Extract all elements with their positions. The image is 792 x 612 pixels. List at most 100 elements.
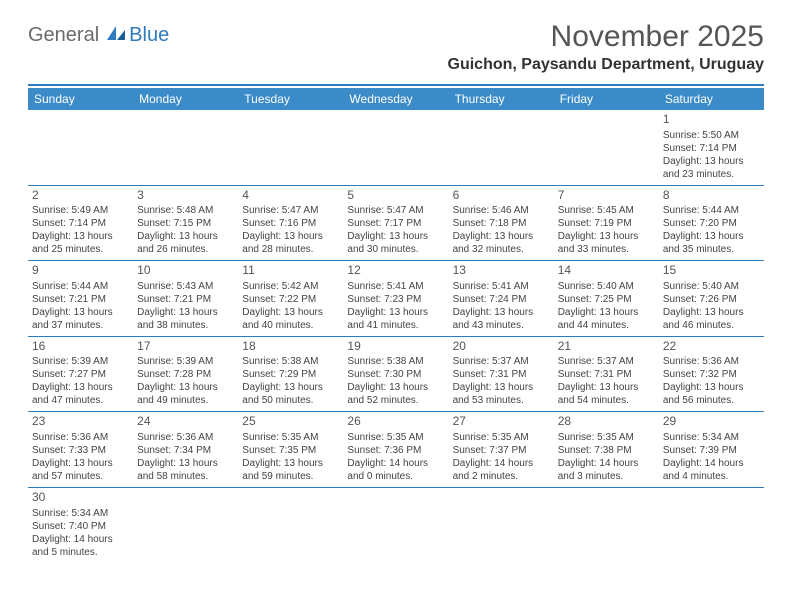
calendar-row: 1Sunrise: 5:50 AMSunset: 7:14 PMDaylight…	[28, 110, 764, 185]
day-detail: Sunrise: 5:35 AM	[558, 431, 655, 444]
divider	[28, 84, 764, 86]
day-detail: and 35 minutes.	[663, 243, 760, 256]
day-detail: Sunset: 7:38 PM	[558, 444, 655, 457]
calendar-cell: 2Sunrise: 5:49 AMSunset: 7:14 PMDaylight…	[28, 185, 133, 261]
calendar-cell: 7Sunrise: 5:45 AMSunset: 7:19 PMDaylight…	[554, 185, 659, 261]
day-number: 3	[137, 188, 234, 204]
day-number: 2	[32, 188, 129, 204]
day-detail: Daylight: 13 hours	[137, 306, 234, 319]
day-detail: Sunrise: 5:43 AM	[137, 280, 234, 293]
day-detail: Sunrise: 5:46 AM	[453, 204, 550, 217]
day-detail: Sunset: 7:21 PM	[32, 293, 129, 306]
calendar-cell	[554, 487, 659, 562]
day-detail: Daylight: 13 hours	[453, 306, 550, 319]
calendar-cell: 1Sunrise: 5:50 AMSunset: 7:14 PMDaylight…	[659, 110, 764, 185]
day-detail: and 33 minutes.	[558, 243, 655, 256]
day-detail: and 50 minutes.	[242, 394, 339, 407]
calendar-cell	[554, 110, 659, 185]
calendar-cell: 17Sunrise: 5:39 AMSunset: 7:28 PMDayligh…	[133, 336, 238, 412]
day-number: 8	[663, 188, 760, 204]
calendar-cell: 16Sunrise: 5:39 AMSunset: 7:27 PMDayligh…	[28, 336, 133, 412]
calendar-cell: 4Sunrise: 5:47 AMSunset: 7:16 PMDaylight…	[238, 185, 343, 261]
day-detail: Sunset: 7:26 PM	[663, 293, 760, 306]
day-detail: Sunset: 7:32 PM	[663, 368, 760, 381]
day-detail: Daylight: 13 hours	[558, 230, 655, 243]
calendar-row: 2Sunrise: 5:49 AMSunset: 7:14 PMDaylight…	[28, 185, 764, 261]
day-detail: Sunset: 7:17 PM	[347, 217, 444, 230]
calendar-cell: 23Sunrise: 5:36 AMSunset: 7:33 PMDayligh…	[28, 412, 133, 488]
calendar-cell: 20Sunrise: 5:37 AMSunset: 7:31 PMDayligh…	[449, 336, 554, 412]
day-detail: Sunset: 7:34 PM	[137, 444, 234, 457]
day-detail: Sunrise: 5:39 AM	[32, 355, 129, 368]
logo: General Blue	[28, 20, 169, 47]
day-number: 29	[663, 414, 760, 430]
day-detail: Sunset: 7:29 PM	[242, 368, 339, 381]
day-detail: Sunrise: 5:41 AM	[453, 280, 550, 293]
day-detail: Daylight: 13 hours	[453, 230, 550, 243]
day-number: 19	[347, 339, 444, 355]
day-detail: Sunset: 7:30 PM	[347, 368, 444, 381]
calendar-cell: 27Sunrise: 5:35 AMSunset: 7:37 PMDayligh…	[449, 412, 554, 488]
calendar-cell: 18Sunrise: 5:38 AMSunset: 7:29 PMDayligh…	[238, 336, 343, 412]
day-detail: Daylight: 13 hours	[137, 457, 234, 470]
day-detail: Sunset: 7:28 PM	[137, 368, 234, 381]
day-number: 1	[663, 112, 760, 128]
day-number: 11	[242, 263, 339, 279]
day-detail: Daylight: 13 hours	[32, 306, 129, 319]
day-detail: Sunrise: 5:44 AM	[663, 204, 760, 217]
calendar-cell	[28, 110, 133, 185]
day-detail: and 52 minutes.	[347, 394, 444, 407]
calendar-cell: 21Sunrise: 5:37 AMSunset: 7:31 PMDayligh…	[554, 336, 659, 412]
header: General Blue November 2025 Guichon, Pays…	[28, 20, 764, 78]
logo-text-blue: Blue	[129, 24, 169, 47]
calendar-cell: 11Sunrise: 5:42 AMSunset: 7:22 PMDayligh…	[238, 261, 343, 337]
day-detail: Sunrise: 5:38 AM	[242, 355, 339, 368]
day-header: Thursday	[449, 88, 554, 110]
day-detail: Daylight: 13 hours	[32, 457, 129, 470]
day-detail: and 56 minutes.	[663, 394, 760, 407]
day-detail: Daylight: 14 hours	[347, 457, 444, 470]
calendar-row: 23Sunrise: 5:36 AMSunset: 7:33 PMDayligh…	[28, 412, 764, 488]
day-detail: Sunrise: 5:44 AM	[32, 280, 129, 293]
day-detail: and 28 minutes.	[242, 243, 339, 256]
day-number: 9	[32, 263, 129, 279]
day-detail: Sunrise: 5:39 AM	[137, 355, 234, 368]
day-detail: Sunrise: 5:35 AM	[242, 431, 339, 444]
day-detail: Daylight: 13 hours	[453, 381, 550, 394]
day-number: 21	[558, 339, 655, 355]
day-header-row: Sunday Monday Tuesday Wednesday Thursday…	[28, 88, 764, 110]
day-detail: Sunrise: 5:36 AM	[32, 431, 129, 444]
day-number: 12	[347, 263, 444, 279]
day-detail: and 38 minutes.	[137, 319, 234, 332]
sail-icon	[105, 24, 127, 47]
day-header: Wednesday	[343, 88, 448, 110]
day-detail: Sunset: 7:14 PM	[663, 142, 760, 155]
day-detail: and 49 minutes.	[137, 394, 234, 407]
calendar-cell: 6Sunrise: 5:46 AMSunset: 7:18 PMDaylight…	[449, 185, 554, 261]
calendar-cell: 9Sunrise: 5:44 AMSunset: 7:21 PMDaylight…	[28, 261, 133, 337]
calendar-cell: 8Sunrise: 5:44 AMSunset: 7:20 PMDaylight…	[659, 185, 764, 261]
day-number: 27	[453, 414, 550, 430]
calendar-cell	[238, 110, 343, 185]
day-detail: and 59 minutes.	[242, 470, 339, 483]
day-detail: Daylight: 14 hours	[453, 457, 550, 470]
day-number: 13	[453, 263, 550, 279]
day-detail: Daylight: 13 hours	[242, 230, 339, 243]
day-detail: Sunrise: 5:49 AM	[32, 204, 129, 217]
day-detail: Sunrise: 5:47 AM	[242, 204, 339, 217]
day-detail: Sunrise: 5:37 AM	[558, 355, 655, 368]
calendar-cell: 5Sunrise: 5:47 AMSunset: 7:17 PMDaylight…	[343, 185, 448, 261]
day-detail: and 30 minutes.	[347, 243, 444, 256]
calendar-cell: 25Sunrise: 5:35 AMSunset: 7:35 PMDayligh…	[238, 412, 343, 488]
day-detail: Sunset: 7:24 PM	[453, 293, 550, 306]
day-detail: Daylight: 13 hours	[347, 230, 444, 243]
calendar-table: Sunday Monday Tuesday Wednesday Thursday…	[28, 88, 764, 563]
day-detail: Sunrise: 5:37 AM	[453, 355, 550, 368]
day-detail: and 58 minutes.	[137, 470, 234, 483]
calendar-row: 16Sunrise: 5:39 AMSunset: 7:27 PMDayligh…	[28, 336, 764, 412]
day-detail: Sunset: 7:22 PM	[242, 293, 339, 306]
calendar-cell: 10Sunrise: 5:43 AMSunset: 7:21 PMDayligh…	[133, 261, 238, 337]
day-number: 23	[32, 414, 129, 430]
day-detail: Daylight: 13 hours	[242, 457, 339, 470]
day-detail: and 57 minutes.	[32, 470, 129, 483]
